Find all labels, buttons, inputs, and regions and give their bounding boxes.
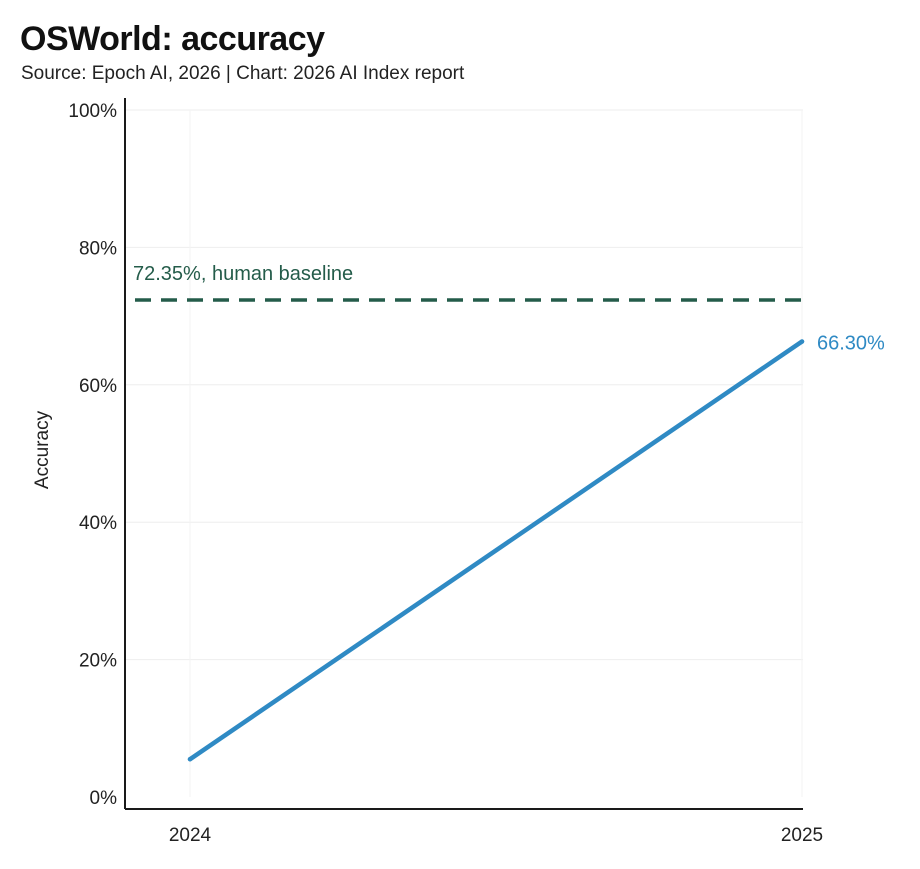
y-tick-label: 0% [90,788,118,809]
chart-title: OSWorld: accuracy [20,20,325,58]
axes [124,98,803,810]
human-baseline-label: 72.35%, human baseline [133,263,353,285]
series: 66.30% [187,333,885,762]
y-tick-label: 60% [79,376,117,397]
y-tick-label: 20% [79,651,117,672]
gridlines [125,109,803,797]
data-point [799,339,805,344]
y-tick-label: 80% [79,238,117,259]
data-point [187,757,193,762]
y-tick-labels: 0% 20% 40% 60% 80% 100% [68,101,117,809]
series-line [187,339,805,762]
reference-lines: 72.35%, human baseline [133,263,803,302]
x-tick-label: 2025 [781,825,823,846]
data-label: 66.30% [817,333,885,355]
y-axis-title: Accuracy [32,410,53,489]
chart-subtitle: Source: Epoch AI, 2026 | Chart: 2026 AI … [21,63,465,84]
y-tick-label: 40% [79,513,117,534]
y-tick-label: 100% [68,101,117,122]
x-tick-labels: 2024 2025 [169,825,823,846]
x-tick-label: 2024 [169,825,212,846]
